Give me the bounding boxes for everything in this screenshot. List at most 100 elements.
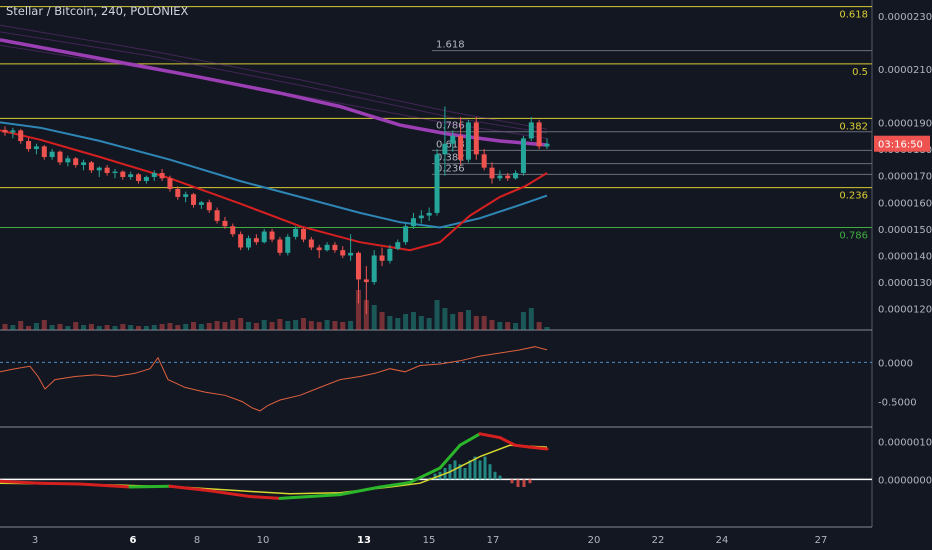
candle (143, 175, 149, 184)
macd-line-segment (128, 484, 172, 489)
fib-local-label: 0.618 (436, 139, 465, 150)
candle-body (269, 231, 275, 240)
candle (73, 157, 79, 168)
fib-local-label: 0.236 (436, 163, 465, 174)
candle-body (293, 228, 299, 237)
volume-bar (198, 324, 204, 330)
macd-line-segment (498, 436, 517, 447)
macd-line-segment (378, 480, 412, 489)
candle-body (418, 215, 424, 219)
candle (520, 135, 526, 176)
time-tick-label: 15 (423, 535, 436, 546)
candle (206, 199, 212, 213)
macd-line-segment (408, 466, 442, 484)
fib-level-label: 0.618 (839, 10, 868, 21)
candle-body (410, 218, 416, 227)
volume-bar (159, 324, 165, 330)
candle (450, 130, 456, 152)
candle-body (253, 238, 259, 243)
volume-bar (285, 321, 291, 330)
macd-histogram-bar (522, 479, 526, 487)
volume-bar (112, 326, 118, 330)
osc-tick-label: -0.5000 (878, 398, 917, 409)
volume-bar (410, 312, 416, 330)
time-tick-label: 27 (815, 535, 828, 546)
candle (403, 223, 409, 245)
time-tick-label: 3 (32, 535, 38, 546)
volume-bar (269, 322, 275, 330)
volume-bar (143, 326, 149, 330)
candle (426, 207, 432, 221)
price-label-box (874, 135, 930, 152)
candle (191, 192, 197, 208)
candle-body (261, 231, 267, 243)
macd-line-segment (308, 493, 342, 498)
candle (363, 266, 369, 315)
candle-body (26, 141, 32, 150)
candle (316, 244, 322, 259)
candle-body (489, 167, 495, 179)
candle-body (277, 239, 283, 253)
macd-line-segment (278, 495, 312, 500)
candle (395, 239, 401, 251)
candle-body (112, 171, 118, 173)
candle (10, 127, 16, 139)
volume-bar (544, 327, 550, 330)
candle (308, 236, 314, 251)
candle (167, 175, 173, 192)
candle (371, 250, 377, 285)
candle (112, 168, 118, 179)
macd-histogram-bar (483, 456, 487, 480)
macd-line-segment (438, 443, 462, 470)
candle-body (465, 122, 471, 160)
candle-body (57, 151, 63, 163)
candle (513, 170, 519, 180)
macd-line-segment (208, 489, 252, 498)
candle (300, 227, 306, 243)
volume-bar (340, 322, 346, 330)
candle (151, 170, 157, 181)
fib-level-label: 0.5 (852, 67, 868, 78)
candle (379, 247, 385, 267)
candle (175, 186, 181, 200)
candle-body (41, 146, 47, 158)
price-pane[interactable]: 0.6180.50.3820.2360.7861.6180.7860.6180.… (0, 6, 872, 330)
candle-body (363, 279, 369, 283)
macd-histogram-bar (468, 460, 472, 480)
oscillator-pane[interactable] (0, 346, 872, 412)
volume-bar (536, 322, 542, 330)
volume-bar (238, 318, 244, 330)
candle (230, 223, 236, 237)
macd-pane[interactable] (0, 432, 872, 500)
volume-bar (261, 320, 267, 330)
macd-histogram-bar (510, 479, 514, 484)
candle-body (528, 122, 534, 139)
volume-bar (88, 324, 94, 330)
time-tick-label: 24 (716, 535, 729, 546)
candle (458, 117, 464, 165)
macd-line-segment (0, 479, 42, 485)
ma-blue-line (0, 121, 548, 229)
candle (81, 159, 87, 171)
candle (473, 117, 479, 160)
candle-body (340, 250, 346, 256)
macd-line-segment (528, 445, 549, 451)
volume-bar (41, 320, 47, 330)
candle (348, 234, 354, 261)
candle-body (426, 212, 432, 216)
candle-body (308, 239, 314, 248)
volume-bar (65, 326, 71, 330)
macd-line-segment (168, 484, 212, 493)
volume-bar (277, 319, 283, 330)
volume-bar (81, 325, 87, 330)
volume-bar (2, 324, 8, 330)
volume-bar (520, 312, 526, 330)
candle-body (191, 194, 197, 205)
candle (96, 166, 102, 177)
